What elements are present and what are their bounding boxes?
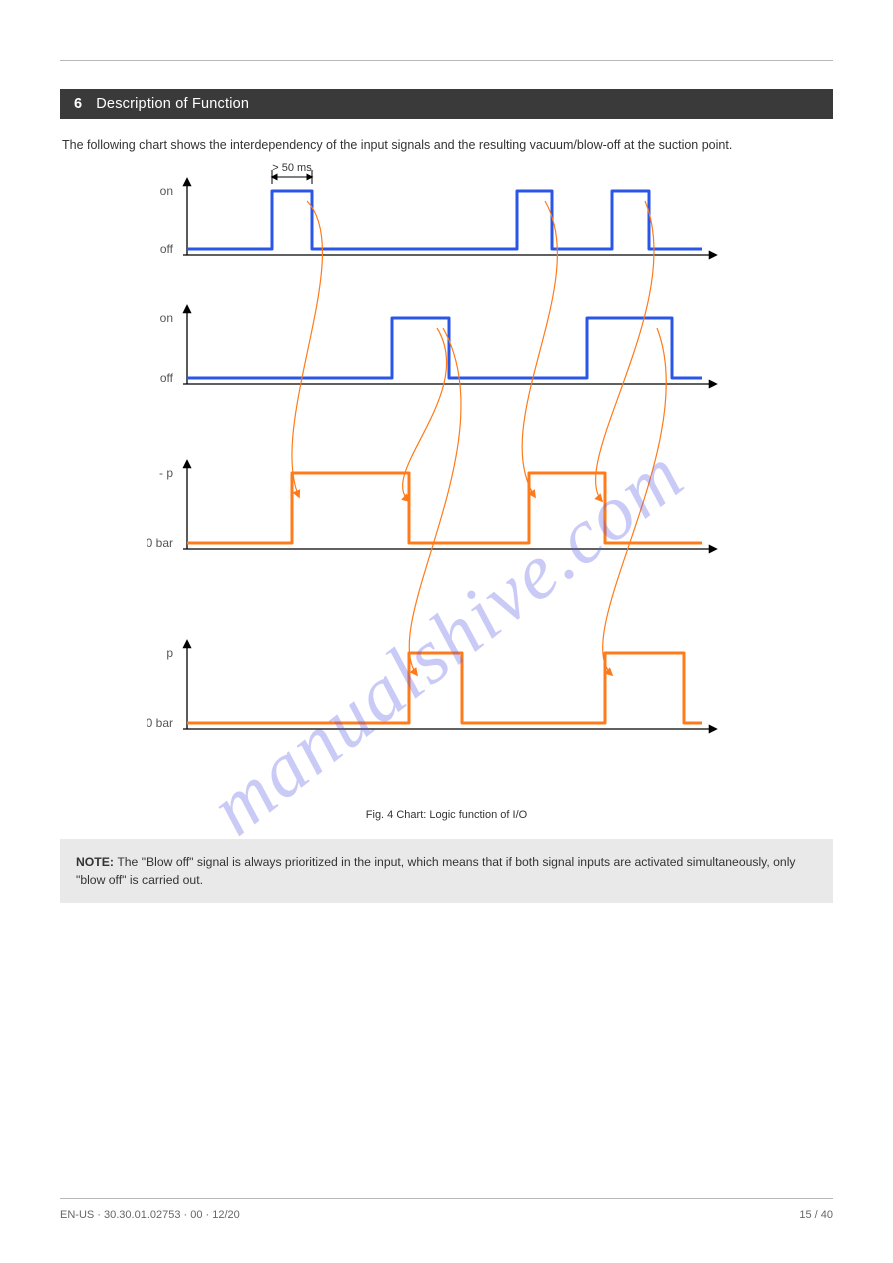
- note-box: NOTE: The "Blow off" signal is always pr…: [60, 839, 833, 904]
- footer-row: EN-US · 30.30.01.02753 · 00 · 12/20 15 /…: [60, 1209, 833, 1221]
- section-title: Description of Function: [96, 96, 249, 112]
- section-header: 6 Description of Function: [60, 89, 833, 119]
- diagram-container: on off > 50 ms on off - p 0 bar p 0 bar: [60, 163, 833, 803]
- timing-diagram: on off > 50 ms on off - p 0 bar p 0 bar: [147, 163, 747, 803]
- footer-right: 15 / 40: [799, 1209, 833, 1221]
- section-number: 6: [74, 96, 82, 112]
- svg-text:0 bar: 0 bar: [147, 716, 173, 730]
- figure-caption: Fig. 4 Chart: Logic function of I/O: [60, 809, 833, 821]
- svg-text:on: on: [159, 311, 172, 325]
- svg-text:- p: - p: [158, 466, 172, 480]
- note-text: The "Blow off" signal is always prioriti…: [76, 855, 796, 887]
- svg-text:0 bar: 0 bar: [147, 536, 173, 550]
- footer-rule: [60, 1198, 833, 1199]
- page-footer: EN-US · 30.30.01.02753 · 00 · 12/20 15 /…: [60, 1198, 833, 1221]
- note-label: NOTE:: [76, 855, 117, 869]
- footer-left: EN-US · 30.30.01.02753 · 00 · 12/20: [60, 1209, 240, 1221]
- svg-text:p: p: [166, 646, 173, 660]
- svg-text:off: off: [159, 242, 173, 256]
- intro-paragraph: The following chart shows the interdepen…: [62, 137, 831, 155]
- page: 6 Description of Function The following …: [0, 0, 893, 1263]
- svg-text:on: on: [159, 184, 172, 198]
- svg-text:off: off: [159, 371, 173, 385]
- top-rule: [60, 60, 833, 61]
- svg-text:> 50 ms: > 50 ms: [272, 163, 312, 174]
